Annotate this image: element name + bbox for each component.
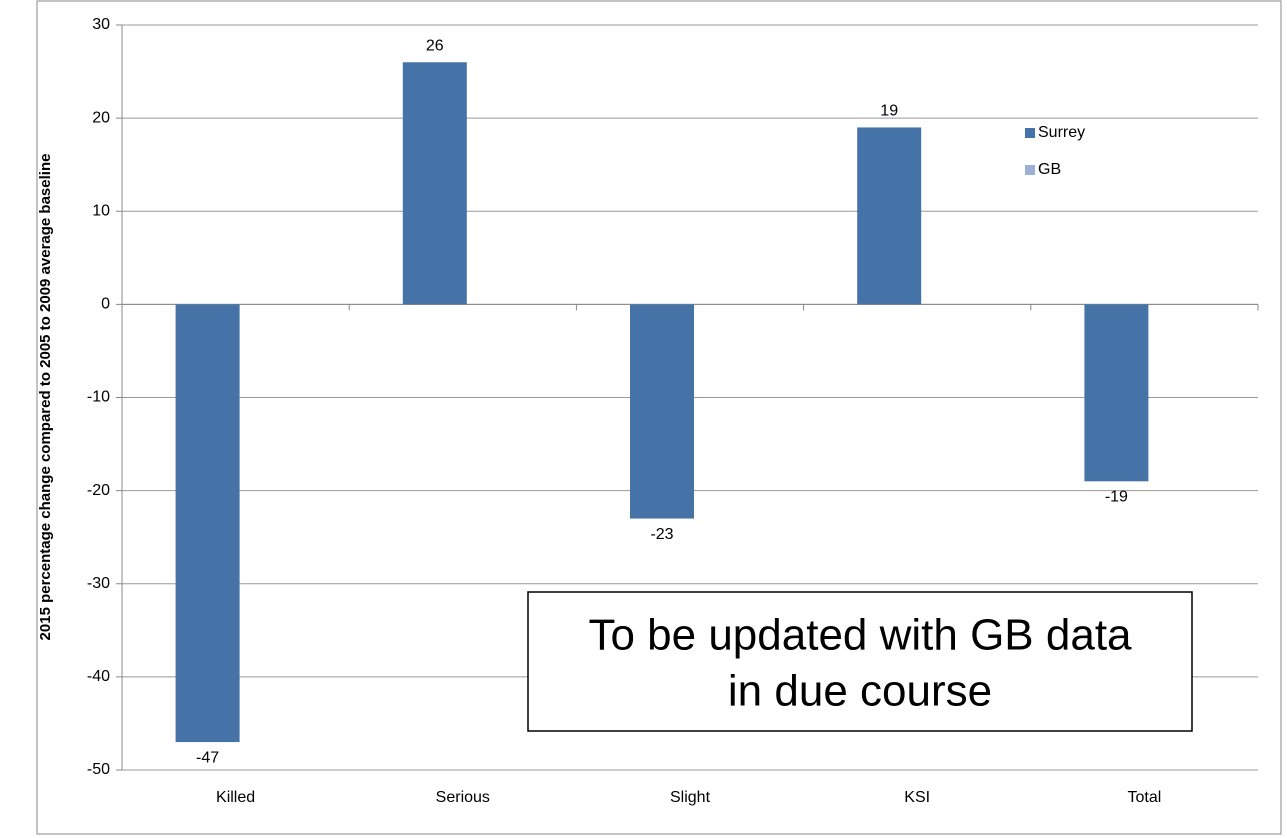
y-tick-label: -50 — [87, 761, 110, 778]
x-tick-label: Total — [1128, 789, 1162, 806]
value-label: 19 — [880, 103, 898, 120]
bar — [1084, 304, 1149, 482]
bar — [857, 127, 922, 305]
y-tick-label: -10 — [87, 389, 110, 406]
legend-label: Surrey — [1038, 124, 1085, 141]
annotation: in due course — [728, 667, 992, 716]
value-label: -47 — [196, 749, 219, 766]
bar — [630, 304, 694, 519]
x-tick-label: Killed — [216, 789, 255, 806]
legend-swatch — [1025, 165, 1035, 175]
x-tick-label: KSI — [904, 789, 930, 806]
x-tick-label: Serious — [436, 789, 490, 806]
chart-border — [36, 0, 1282, 835]
value-label: 26 — [426, 37, 444, 54]
y-tick-label: -20 — [87, 482, 110, 499]
value-label: -23 — [650, 526, 673, 543]
legend-swatch — [1025, 128, 1035, 138]
y-tick-label: 20 — [92, 109, 110, 126]
y-tick-label: 30 — [92, 16, 110, 33]
legend-label: GB — [1038, 161, 1061, 178]
annotation-box — [527, 591, 1193, 732]
value-label: -19 — [1105, 489, 1128, 506]
y-axis-label: 2015 percentage change compared to 2005 … — [37, 154, 54, 641]
y-tick-label: 0 — [101, 296, 110, 313]
bar — [175, 304, 240, 743]
x-tick-label: Slight — [670, 789, 711, 806]
annotation: To be updated with GB data — [588, 611, 1132, 660]
y-tick-label: -30 — [87, 575, 110, 592]
y-tick-label: -40 — [87, 668, 110, 685]
bar — [402, 62, 467, 305]
y-tick-label: 10 — [92, 202, 110, 219]
